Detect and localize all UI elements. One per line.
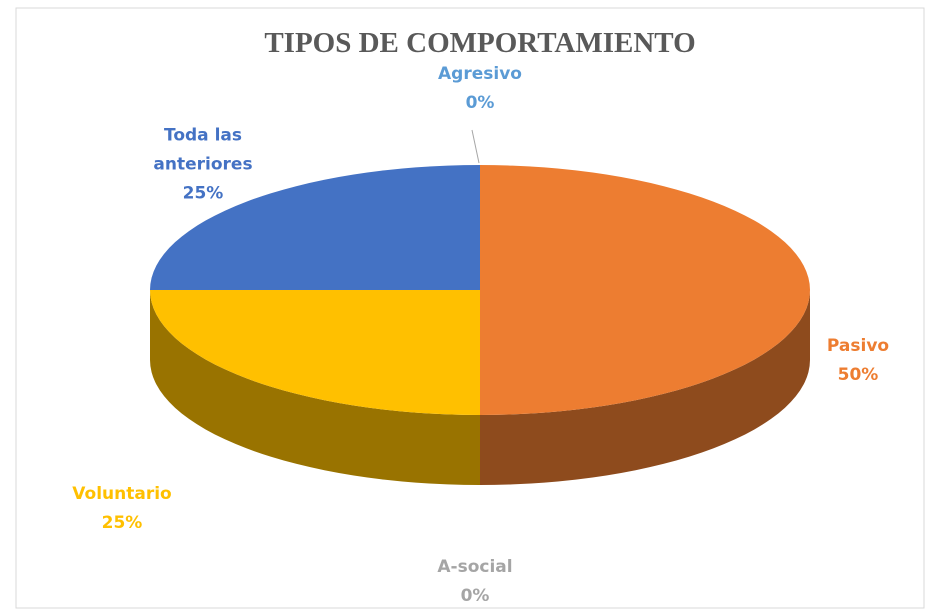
slice-label: Voluntario 25% [52, 480, 192, 538]
slice [150, 165, 480, 290]
pie-sides [150, 290, 810, 485]
value-label: 0% [465, 93, 495, 113]
chart-title: TIPOS DE COMPORTAMIENTO [264, 27, 695, 59]
slice-label: A-social 0% [415, 553, 535, 611]
category-label: Pasivo [826, 336, 890, 356]
slice-label: Agresivo 0% [420, 60, 540, 118]
leader-line [471, 129, 480, 164]
category-label: Agresivo [438, 64, 522, 84]
value-label: 25% [182, 183, 224, 204]
slice [480, 165, 810, 415]
value-label: 50% [837, 365, 879, 385]
slice-side [480, 290, 810, 485]
category-label: Toda las anteriores [153, 125, 253, 175]
slice-label: Toda las anteriores 25% [143, 122, 263, 209]
value-label: 0% [460, 586, 490, 606]
slice-label: Pasivo 50% [798, 332, 918, 390]
slice-side [150, 290, 480, 485]
value-label: 25% [101, 513, 143, 533]
category-label: Voluntario [72, 484, 172, 504]
slice [150, 290, 480, 415]
pie-tops [150, 165, 810, 415]
category-label: A-social [437, 557, 513, 577]
